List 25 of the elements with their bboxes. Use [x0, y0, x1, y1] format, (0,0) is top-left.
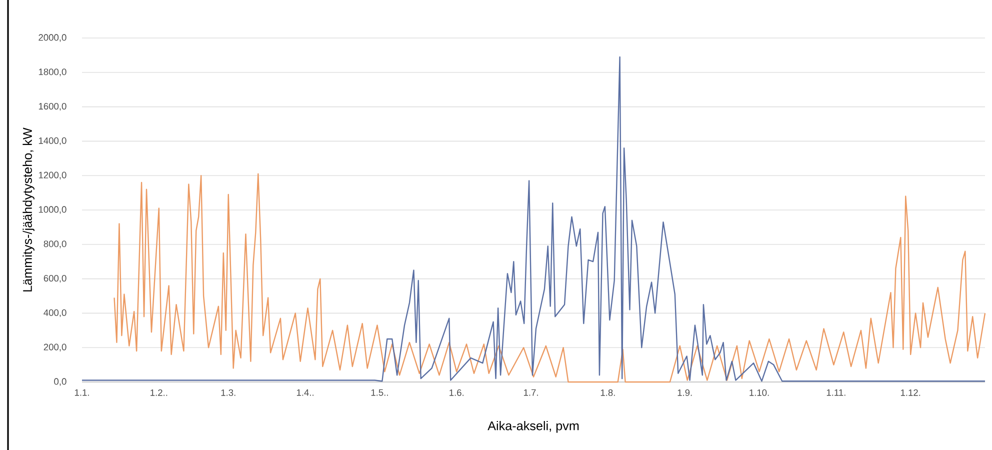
- y-tick-label: 1200,0: [38, 172, 66, 180]
- x-tick-label: 1.3.: [221, 389, 236, 396]
- y-tick-label: 400,0: [44, 309, 66, 318]
- x-tick-label: 1.4..: [296, 389, 314, 396]
- y-tick-label: 200,0: [44, 344, 66, 352]
- x-tick-label: 1.2..: [150, 389, 168, 396]
- y-axis-title: Lämmitys-/jäähdytysteho, kW: [22, 128, 34, 292]
- x-tick-label: 1.5..: [371, 389, 388, 396]
- y-tick-label: 0,0: [54, 378, 66, 386]
- y-tick-label: 1600,0: [38, 102, 66, 111]
- y-tick-label: 1800,0: [38, 68, 66, 76]
- x-tick-label: 1.12.: [900, 389, 920, 396]
- y-tick-label: 1400,0: [38, 137, 66, 146]
- y-tick-label: 1000,0: [38, 206, 66, 214]
- x-tick-label: 1.6.: [450, 389, 464, 396]
- x-tick-label: 1.9.: [678, 389, 692, 396]
- x-tick-label: 1.11.: [826, 389, 846, 396]
- y-tick-label: 600,0: [44, 274, 66, 283]
- y-tick-label: 800,0: [44, 240, 66, 248]
- y-tick-label: 2000,0: [38, 34, 66, 42]
- x-tick-label: 1.1.: [74, 389, 89, 396]
- x-tick-label: 1.7.: [524, 389, 538, 396]
- x-tick-label: 1.10.: [750, 389, 769, 396]
- x-tick-label: 1.8.: [600, 389, 615, 396]
- x-axis-title: Aika-akseli, pvm: [488, 420, 579, 433]
